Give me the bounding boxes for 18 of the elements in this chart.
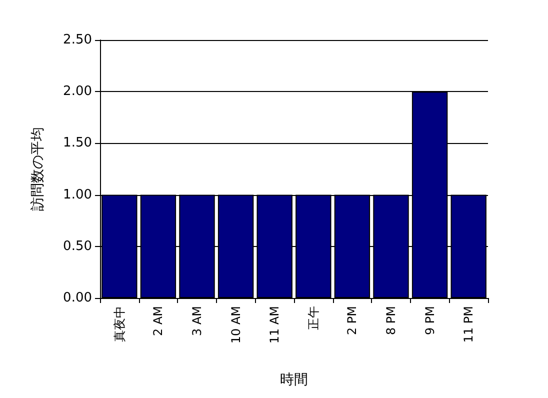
x-tick-label: 2 AM bbox=[151, 306, 166, 336]
x-tick-label: 3 AM bbox=[190, 306, 204, 336]
y-tick-label: 2.00 bbox=[63, 84, 92, 100]
x-tick-label: 9 PM bbox=[422, 306, 437, 336]
x-tick-label: 正午 bbox=[306, 306, 320, 330]
y-tick-label: 0.00 bbox=[63, 290, 92, 306]
y-tick-label: 1.00 bbox=[63, 187, 92, 202]
x-tick-label: 10 AM bbox=[228, 306, 243, 344]
y-tick-label: 1.50 bbox=[63, 136, 92, 151]
x-axis-title: 時間 bbox=[280, 372, 308, 388]
x-tick-label: 11 AM bbox=[268, 306, 282, 344]
x-tick-label: 11 PM bbox=[462, 306, 476, 343]
y-tick-label: 0.50 bbox=[63, 238, 92, 254]
x-tick-label: 8 PM bbox=[384, 306, 398, 336]
y-tick-label: 2.50 bbox=[63, 32, 92, 48]
x-tick-label: 真夜中 bbox=[112, 306, 126, 342]
y-axis-title: 訪問数の平均 bbox=[30, 127, 46, 211]
x-tick-label: 2 PM bbox=[345, 306, 360, 336]
